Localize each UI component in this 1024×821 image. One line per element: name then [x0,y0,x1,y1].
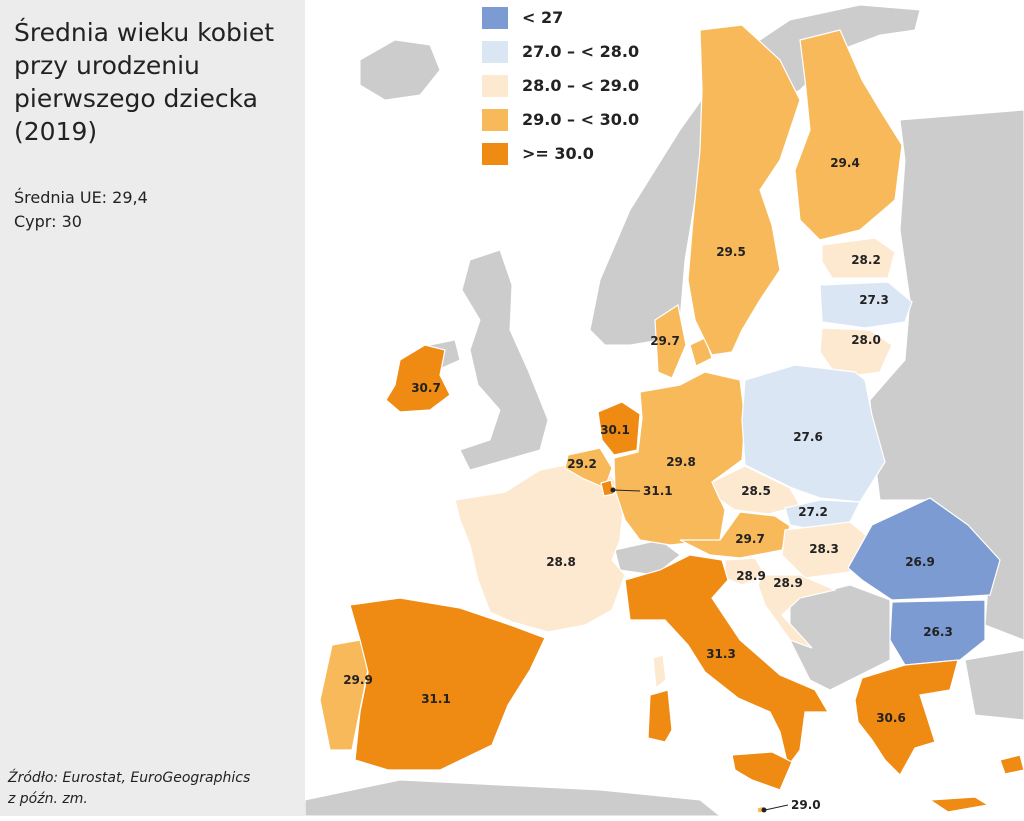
austria-shape [679,511,791,559]
austria-value: 29.7 [735,532,765,546]
luxembourg-value: 31.1 [643,484,673,498]
hungary-value: 28.3 [809,542,839,556]
ireland-shape [385,344,451,413]
estonia-value: 28.2 [851,253,881,267]
legend-swatch [482,41,508,63]
germany-value: 29.8 [666,455,696,469]
slovenia-value: 28.9 [736,569,766,583]
eu-average-note: Średnia UE: 29,4 [14,188,148,207]
latvia-shape [819,281,913,329]
north-africa-shape [304,779,722,817]
malta-value: 29.0 [791,798,821,812]
netherlands-value: 30.1 [600,423,630,437]
value-labels: 30.7 30.1 29.2 31.1 29.8 29.7 29.5 29.4 … [343,156,953,812]
denmark-value: 29.7 [650,334,680,348]
great-britain-shape [459,249,549,471]
spain-shape [349,597,546,771]
map-title: Średnia wieku kobiet przy urodzeniu pier… [14,18,275,146]
hungary-shape [781,521,873,579]
info-panel: Średnia wieku kobiet przy urodzeniu pier… [0,0,305,816]
legend-swatch [482,75,508,97]
romania-shape [847,497,1001,601]
croatia-shape [757,574,837,649]
sweden-value: 29.5 [716,245,746,259]
slovakia-value: 27.2 [798,505,828,519]
legend-swatch [482,109,508,131]
legend-label: >= 30.0 [522,144,594,163]
italy-value: 31.3 [706,647,736,661]
balkans-shape [789,584,891,691]
legend-label: 27.0 – < 28.0 [522,42,640,61]
lithuania-value: 28.0 [851,333,881,347]
russia-belarus-ukraine-shape [869,109,1024,641]
portugal-value: 29.9 [343,673,373,687]
greece-shape [854,659,959,776]
netherlands-shape [597,401,641,456]
czechia-value: 28.5 [741,484,771,498]
estonia-shape [821,237,896,279]
denmark-shape [654,304,713,379]
latvia-value: 27.3 [859,293,889,307]
czechia-shape [711,465,801,515]
legend-swatch [482,143,508,165]
lithuania-shape [819,327,893,379]
cyprus-shape [999,754,1024,775]
crete-shape [928,796,990,813]
bulgaria-value: 26.3 [923,625,953,639]
finland-shape [794,29,903,241]
italy-shape [624,554,830,768]
legend-label: 28.0 – < 29.0 [522,76,640,95]
corsica-shape [652,654,667,690]
map-area: 30.7 30.1 29.2 31.1 29.8 29.7 29.5 29.4 … [304,0,1024,817]
pointer-lines [610,487,789,813]
bulgaria-shape [889,599,986,666]
source-line-1: Źródło: Eurostat, EuroGeographics [8,770,251,786]
sardinia-shape [647,689,673,743]
luxembourg-pointer [613,489,641,492]
turkey-shape [964,649,1024,721]
croatia-value: 28.9 [773,576,803,590]
poland-shape [741,364,886,503]
legend-swatch [482,7,508,29]
malta-pointer-dot [761,807,767,813]
legend-label: 29.0 – < 30.0 [522,110,640,129]
finland-value: 29.4 [830,156,860,170]
spain-value: 31.1 [421,692,451,706]
source-note: Źródło: Eurostat, EuroGeographics z późn… [8,768,250,810]
france-value: 28.8 [546,555,576,569]
sweden-shape [687,24,801,356]
france-shape [454,461,626,633]
belgium-value: 29.2 [567,457,597,471]
eu-countries [319,24,1024,814]
malta-pointer [764,804,789,811]
sicily-shape [731,751,793,791]
notes: Średnia UE: 29,4 Cypr: 30 [14,186,148,234]
non-eu-land [304,4,1024,817]
romania-value: 26.9 [905,555,935,569]
luxembourg-pointer-dot [610,487,616,493]
greece-value: 30.6 [876,711,906,725]
luxembourg-shape [600,479,615,497]
legend-label: < 27 [522,8,564,27]
iceland-shape [359,39,441,101]
ireland-value: 30.7 [411,381,441,395]
cyprus-note: Cypr: 30 [14,212,82,231]
source-line-2: z późn. zm. [8,791,88,807]
poland-value: 27.6 [793,430,823,444]
europe-map: 30.7 30.1 29.2 31.1 29.8 29.7 29.5 29.4 … [304,4,1024,817]
